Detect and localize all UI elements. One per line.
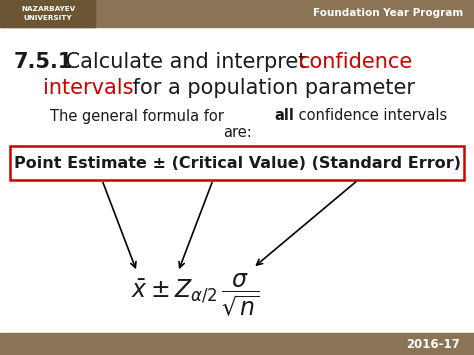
Bar: [0, 0, 474, 27]
Text: NAZARBAYEV
UNIVERSITY: NAZARBAYEV UNIVERSITY: [21, 6, 75, 21]
Text: confidence: confidence: [299, 52, 413, 72]
Text: Point Estimate ± (Critical Value) (Standard Error): Point Estimate ± (Critical Value) (Stand…: [13, 155, 461, 170]
Text: all: all: [274, 109, 294, 124]
Text: 2016-17: 2016-17: [406, 338, 460, 350]
Text: are:: are:: [223, 126, 251, 141]
Text: Calculate and interpret: Calculate and interpret: [59, 52, 313, 72]
Text: confidence intervals: confidence intervals: [294, 109, 447, 124]
Text: for a population parameter: for a population parameter: [126, 78, 415, 98]
Text: 7.5.1: 7.5.1: [14, 52, 73, 72]
Text: intervals: intervals: [43, 78, 134, 98]
Text: The general formula for: The general formula for: [50, 109, 228, 124]
Text: $\bar{x} \pm Z_{\alpha/2} \, \dfrac{\sigma}{\sqrt{n}}$: $\bar{x} \pm Z_{\alpha/2} \, \dfrac{\sig…: [131, 271, 259, 319]
Bar: [10, 146, 464, 180]
Bar: [0, 333, 474, 355]
Bar: [0, 0, 95, 27]
Text: Foundation Year Program: Foundation Year Program: [313, 9, 463, 18]
